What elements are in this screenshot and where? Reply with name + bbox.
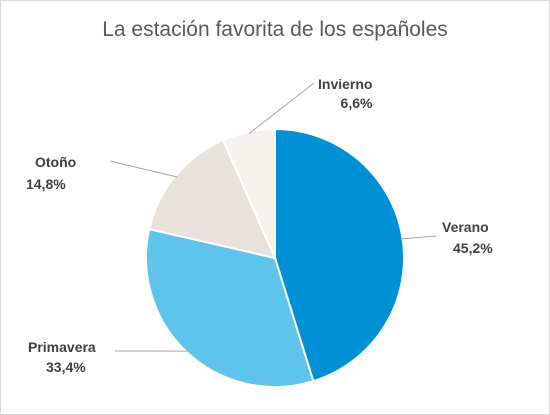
slice-label-primavera: Primavera bbox=[28, 339, 96, 355]
leader-line-verano bbox=[400, 235, 437, 240]
pie-slice-otono bbox=[148, 138, 277, 260]
leader-line-otono bbox=[109, 160, 178, 178]
pie-slice-primavera bbox=[145, 227, 315, 388]
slice-value-invierno: 6,6% bbox=[341, 95, 373, 111]
slice-labels: Verano 45,2% Primavera 33,4% Otoño 14,8% Invie… bbox=[26, 76, 493, 375]
leader-line-invierno bbox=[248, 82, 315, 135]
slice-label-otono: Otoño bbox=[35, 154, 76, 170]
chart-title: La estación favorita de los españoles bbox=[102, 18, 448, 41]
slice-value-verano: 45,2% bbox=[453, 240, 493, 256]
slice-label-verano: Verano bbox=[442, 219, 489, 235]
pie-slice-invierno bbox=[221, 127, 276, 259]
slice-value-otono: 14,8% bbox=[26, 176, 66, 192]
leader-lines bbox=[109, 82, 437, 352]
pie-slices bbox=[145, 127, 405, 388]
slice-label-invierno: Invierno bbox=[318, 76, 372, 92]
slice-value-primavera: 33,4% bbox=[46, 359, 86, 375]
